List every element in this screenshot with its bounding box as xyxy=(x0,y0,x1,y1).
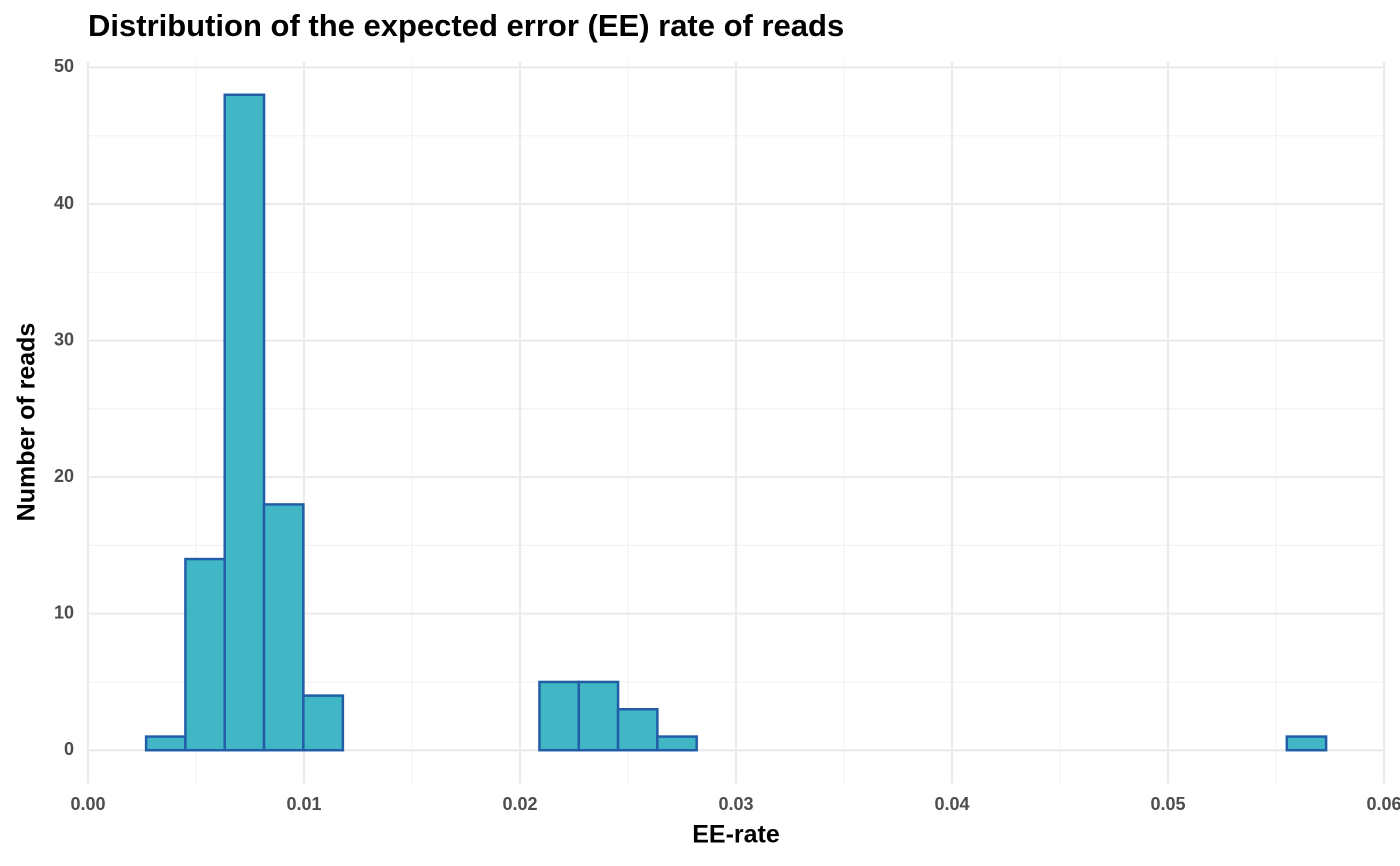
y-tick-label: 40 xyxy=(54,193,74,213)
x-tick-label: 0.04 xyxy=(934,794,969,814)
y-tick-label: 30 xyxy=(54,329,74,349)
y-tick-label: 50 xyxy=(54,56,74,76)
bar xyxy=(577,680,620,752)
y-tick-label: 10 xyxy=(54,602,74,622)
bar xyxy=(616,708,659,752)
x-tick-label: 0.00 xyxy=(70,794,105,814)
bar xyxy=(656,735,698,752)
chart-title: Distribution of the expected error (EE) … xyxy=(88,8,844,43)
bar xyxy=(1285,735,1328,752)
bar xyxy=(302,694,345,752)
x-tick-label: 0.03 xyxy=(718,794,753,814)
bar xyxy=(184,557,226,752)
x-axis-label: EE-rate xyxy=(692,821,780,849)
bar xyxy=(223,93,266,752)
bar xyxy=(538,680,581,752)
x-tick-label: 0.01 xyxy=(286,794,321,814)
y-axis-label: Number of reads xyxy=(13,323,41,522)
x-tick-label: 0.02 xyxy=(502,794,537,814)
x-tick-label: 0.05 xyxy=(1150,794,1185,814)
y-tick-label: 0 xyxy=(64,739,74,759)
bar xyxy=(144,735,187,752)
y-tick-label: 20 xyxy=(54,466,74,486)
x-tick-label: 0.06 xyxy=(1366,794,1400,814)
bar xyxy=(262,503,305,752)
